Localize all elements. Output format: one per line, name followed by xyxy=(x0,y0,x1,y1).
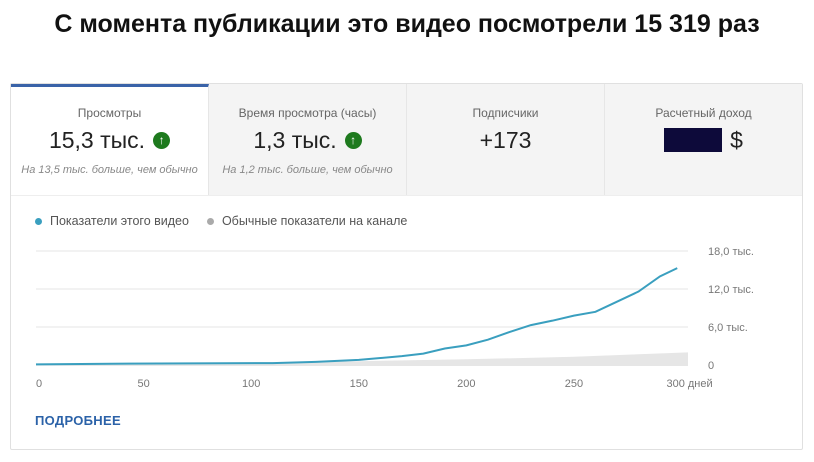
tab-subscribers[interactable]: Подписчики +173 xyxy=(407,84,605,195)
analytics-card: Просмотры 15,3 тыс. ↑ На 13,5 тыс. больше… xyxy=(10,83,803,450)
y-tick-label: 6,0 тыс. xyxy=(708,322,748,334)
y-tick-label: 0 xyxy=(708,360,714,372)
tab-watch-time[interactable]: Время просмотра (часы) 1,3 тыс. ↑ На 1,2 … xyxy=(209,84,407,195)
x-tick-label: 0 xyxy=(36,378,42,390)
y-tick-label: 12,0 тыс. xyxy=(708,284,754,296)
arrow-up-icon: ↑ xyxy=(344,131,362,149)
x-tick-label: 250 xyxy=(565,378,583,390)
tab-value: 1,3 тыс. xyxy=(253,126,337,153)
tab-value: $ xyxy=(730,126,743,153)
series-line-this-video xyxy=(35,267,678,366)
x-tick-label: 50 xyxy=(137,378,149,390)
tab-label: Расчетный доход xyxy=(655,106,752,120)
tab-value: 15,3 тыс. xyxy=(48,126,146,153)
tab-revenue[interactable]: Расчетный доход $ xyxy=(605,84,802,195)
x-tick-label: 200 xyxy=(457,378,475,390)
tab-note: На 13,5 тыс. больше, чем обычно xyxy=(21,164,198,176)
y-tick-label: 18,0 тыс. xyxy=(708,246,754,258)
redacted-value xyxy=(664,128,723,152)
page-title: С момента публикации это видео посмотрел… xyxy=(54,10,760,38)
legend-item-this-video[interactable]: Показатели этого видео xyxy=(35,214,189,228)
chart-legend: Показатели этого видео Обычные показател… xyxy=(35,214,407,228)
tab-views[interactable]: Просмотры 15,3 тыс. ↑ На 13,5 тыс. больше… xyxy=(11,84,209,195)
arrow-up-icon: ↑ xyxy=(153,131,171,149)
legend-item-typical[interactable]: Обычные показатели на канале xyxy=(206,214,407,228)
tab-label: Подписчики xyxy=(472,106,539,120)
tab-label: Время просмотра (часы) xyxy=(238,106,377,120)
tab-label: Просмотры xyxy=(77,106,142,120)
x-tick-label: 300 дней xyxy=(666,378,712,390)
tab-value: +173 xyxy=(479,126,532,153)
x-tick-label: 100 xyxy=(242,378,260,390)
x-tick-label: 150 xyxy=(350,378,368,390)
typical-band xyxy=(36,352,688,365)
more-link[interactable]: ПОДРОБНЕЕ xyxy=(35,413,121,428)
tab-note: На 1,2 тыс. больше, чем обычно xyxy=(222,164,393,176)
